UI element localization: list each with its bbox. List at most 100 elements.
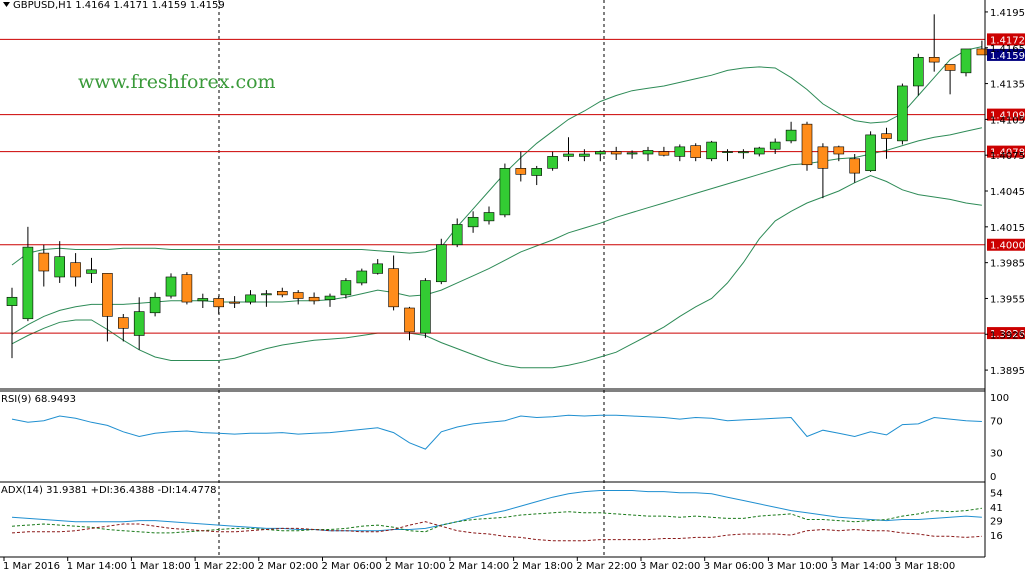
time-label-9: 2 Mar 22:00 — [576, 561, 636, 571]
candle-body-60 — [960, 48, 972, 74]
candle-body-33 — [531, 168, 543, 176]
candle-body-47 — [753, 147, 765, 155]
candle-body-41 — [658, 151, 670, 156]
price-tick-label-8: 1.3955 — [990, 294, 1025, 305]
chart-header: GBPUSD,H1 1.4164 1.4171 1.4159 1.4159 — [3, 0, 225, 11]
candle-body-18 — [292, 292, 304, 299]
grid-layer — [218, 0, 605, 557]
rsi-tick-label-2: 30 — [990, 448, 1003, 459]
time-label-1: 1 Mar 14:00 — [67, 561, 127, 571]
candle-body-11 — [181, 274, 193, 303]
time-label-5: 2 Mar 06:00 — [322, 561, 382, 571]
watermark: www.freshforex.com — [78, 71, 276, 93]
price-tick-label-10: 1.3895 — [990, 366, 1025, 377]
candle-body-22 — [356, 270, 368, 284]
candle-body-42 — [674, 146, 686, 157]
candle-body-19 — [308, 296, 320, 302]
time-label-8: 2 Mar 18:00 — [513, 561, 573, 571]
header-dropdown-icon[interactable] — [3, 2, 10, 7]
level-tag-label-0: 1.4172 — [990, 35, 1025, 46]
time-label-3: 1 Mar 22:00 — [194, 561, 254, 571]
price-tick-label-1: 1.4165 — [990, 44, 1025, 55]
price-tick-label-3: 1.4105 — [990, 115, 1025, 126]
candle-body-24 — [388, 268, 399, 308]
candle-body-12 — [197, 298, 209, 302]
candle-body-9 — [149, 296, 161, 314]
candle-body-45 — [722, 151, 733, 153]
price-tick-label-5: 1.4045 — [990, 187, 1025, 198]
candle-body-20 — [324, 295, 336, 300]
level-tag-4 — [987, 327, 1025, 340]
candle-body-46 — [738, 151, 749, 154]
adx-title: ADX(14) 31.9381 +DI:36.4388 -DI:14.4778 — [1, 485, 217, 496]
adx-tick-label-0: 54 — [990, 489, 1003, 500]
price-axis: 1.4195 1.4165 1.4135 1.4105 1.4075 1.4045 1.40… — [985, 8, 1025, 542]
candle-body-7 — [118, 317, 129, 329]
candle-body-34 — [547, 156, 558, 169]
candle-body-36 — [579, 153, 590, 157]
candle-body-49 — [785, 129, 797, 142]
candle-body-21 — [340, 280, 352, 296]
price-tick-label-6: 1.4015 — [990, 223, 1025, 234]
candle-body-14 — [229, 301, 240, 304]
candle-body-23 — [372, 263, 384, 274]
candle-body-32 — [515, 168, 527, 175]
candle-body-55 — [881, 133, 892, 139]
candle-body-39 — [626, 152, 638, 155]
time-label-13: 3 Mar 14:00 — [831, 561, 891, 571]
adx-series-2 — [11, 521, 982, 542]
candle-body-51 — [817, 146, 829, 169]
bollinger-upper — [11, 46, 983, 266]
candle-body-4 — [70, 262, 81, 278]
adx-series-1 — [11, 507, 982, 534]
price-tick-label-4: 1.4075 — [990, 151, 1025, 162]
candle-body-25 — [404, 307, 415, 333]
oscillators — [11, 414, 982, 542]
candle-body-43 — [690, 145, 702, 158]
chart-frame — [0, 0, 986, 558]
level-tag-label-3: 1.4000 — [990, 241, 1025, 252]
candle-body-61 — [976, 48, 988, 56]
price-tick-label-7: 1.3985 — [990, 259, 1025, 270]
horizontal-levels: 1.4172 1.4109 1.4078 1.4000 1.3926 1.4159 — [0, 33, 1025, 340]
time-label-12: 3 Mar 10:00 — [767, 561, 827, 571]
rsi-tick-label-0: 100 — [990, 393, 1009, 404]
candle-body-16 — [261, 293, 272, 296]
candle-body-58 — [928, 57, 940, 63]
level-tag-3 — [987, 238, 1025, 251]
time-label-2: 1 Mar 18:00 — [130, 561, 190, 571]
adx-tick-label-3: 16 — [990, 531, 1003, 542]
candle-body-8 — [133, 311, 145, 336]
rsi-series-0 — [11, 414, 982, 450]
candle-body-29 — [467, 216, 479, 228]
candle-body-37 — [594, 151, 606, 155]
current-price-label: 1.4159 — [990, 51, 1025, 62]
candle-body-57 — [912, 57, 924, 87]
rsi-tick-label-1: 70 — [990, 417, 1003, 428]
candle-body-35 — [563, 153, 574, 157]
current-price-tag — [987, 48, 1025, 61]
level-tag-0 — [987, 33, 1025, 46]
time-label-10: 3 Mar 02:00 — [640, 561, 700, 571]
candle-body-6 — [102, 273, 113, 317]
level-tag-label-4: 1.3926 — [990, 329, 1025, 340]
candle-body-17 — [276, 290, 288, 296]
level-tag-2 — [987, 145, 1025, 158]
price-tick-label-0: 1.4195 — [990, 8, 1025, 19]
time-label-4: 2 Mar 02:00 — [258, 561, 318, 571]
candle-body-48 — [769, 141, 781, 150]
adx-tick-label-2: 29 — [990, 517, 1003, 528]
level-tag-1 — [987, 108, 1025, 121]
candles — [6, 14, 988, 359]
candle-body-15 — [245, 294, 256, 303]
price-tick-label-2: 1.4135 — [990, 80, 1025, 91]
time-label-7: 2 Mar 14:00 — [449, 561, 509, 571]
candle-body-26 — [420, 280, 431, 334]
candle-body-2 — [38, 252, 50, 272]
time-axis: 1 Mar 2016 1 Mar 14:00 1 Mar 18:00 1 Mar 22… — [3, 557, 955, 572]
candle-body-28 — [451, 224, 463, 246]
chart-header-text: GBPUSD,H1 1.4164 1.4171 1.4159 1.4159 — [13, 0, 225, 11]
time-label-14: 3 Mar 18:00 — [895, 561, 955, 571]
